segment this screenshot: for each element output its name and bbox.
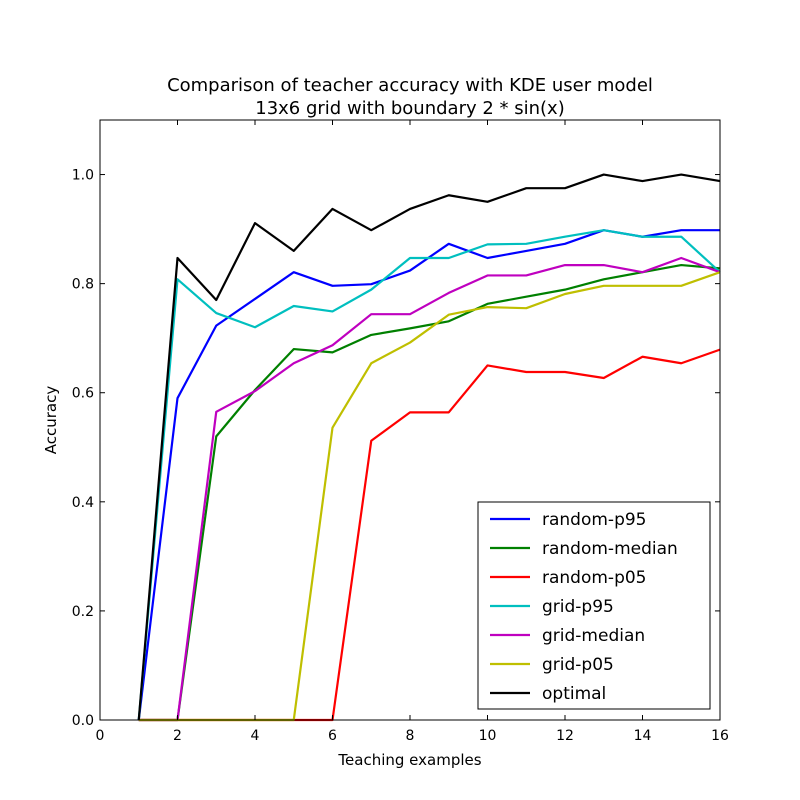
legend-label-grid-p95: grid-p95 bbox=[542, 597, 614, 617]
x-tick-label: 0 bbox=[96, 728, 105, 744]
y-tick-label: 0.8 bbox=[72, 277, 94, 293]
chart-title-line-2: 13x6 grid with boundary 2 * sin(x) bbox=[255, 98, 564, 119]
x-tick-label: 2 bbox=[173, 728, 182, 744]
plot-frame bbox=[99, 119, 721, 721]
axis-ticks: 0 2 4 6 8 10 12 14 16 0.0 0.2 0.4 0.6 0.8 1.0 bbox=[72, 120, 729, 744]
x-tick-label: 6 bbox=[328, 728, 337, 744]
y-tick-label: 0.6 bbox=[72, 386, 94, 402]
legend-label-random-p05: random-p05 bbox=[542, 568, 647, 588]
series-line-grid-p95 bbox=[137, 229, 721, 721]
legend: random-p95 random-median random-p05 grid-p9… bbox=[477, 501, 711, 710]
x-axis-label: Teaching examples bbox=[337, 751, 481, 769]
x-tick-label: 16 bbox=[711, 728, 729, 744]
x-tick-label: 12 bbox=[556, 728, 574, 744]
legend-label-random-median: random-median bbox=[542, 539, 678, 559]
x-tick-label: 8 bbox=[406, 728, 415, 744]
y-tick-label: 0.0 bbox=[72, 713, 94, 729]
series-line-grid-median bbox=[138, 256, 721, 722]
x-tick-label: 4 bbox=[251, 728, 260, 744]
y-tick-label: 1.0 bbox=[72, 168, 94, 184]
legend-label-random-p95: random-p95 bbox=[542, 510, 647, 530]
x-tick-label: 10 bbox=[479, 728, 497, 744]
x-tick-label: 14 bbox=[634, 728, 652, 744]
series-line-random-median bbox=[138, 263, 721, 722]
y-axis-label: Accuracy bbox=[42, 386, 60, 455]
y-tick-label: 0.4 bbox=[72, 495, 94, 511]
y-tick-label: 0.2 bbox=[72, 604, 94, 620]
legend-label-grid-p05: grid-p05 bbox=[542, 655, 614, 675]
series-line-optimal bbox=[137, 173, 721, 721]
legend-label-grid-median: grid-median bbox=[542, 626, 645, 646]
chart-title-line-1: Comparison of teacher accuracy with KDE … bbox=[167, 75, 653, 96]
legend-label-optimal: optimal bbox=[542, 684, 606, 704]
